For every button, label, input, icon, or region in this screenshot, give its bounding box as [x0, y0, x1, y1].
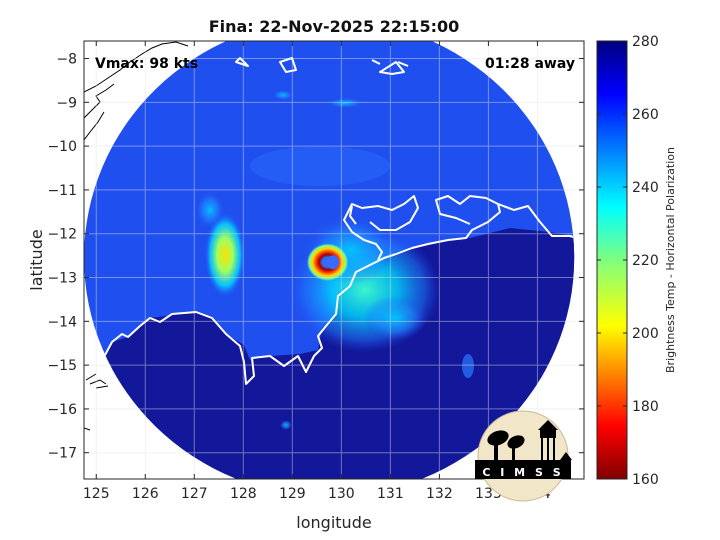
chart-title: Fina: 22-Nov-2025 22:15:00 — [209, 17, 460, 36]
cloud-cell — [273, 90, 293, 100]
x-tick-label: 125 — [83, 486, 110, 502]
y-tick-label: −8 — [56, 52, 77, 68]
x-tick-label: 128 — [230, 486, 257, 502]
eye — [327, 255, 340, 270]
x-axis-label: longitude — [296, 513, 371, 532]
y-tick-label: −17 — [47, 446, 77, 462]
colorbar-tick-label: 240 — [632, 180, 659, 196]
y-tick-label: −14 — [47, 314, 77, 330]
cloud-cell — [363, 296, 427, 340]
brightness-swath — [84, 41, 575, 479]
colorbar-ticks: 160 180 200 220 240 260 280 — [597, 34, 659, 488]
cloud-cell — [462, 354, 474, 378]
y-axis-label: latitude — [27, 229, 46, 290]
colorbar-tick-label: 260 — [632, 107, 659, 123]
y-tick-label: −16 — [47, 402, 77, 418]
x-tick-label: 132 — [426, 486, 453, 502]
y-tick-label: −11 — [47, 183, 77, 199]
colorbar-tick-label: 200 — [632, 326, 659, 342]
colorbar-tick-label: 160 — [632, 472, 659, 488]
gridlines — [84, 41, 584, 479]
y-tick-label: −15 — [47, 358, 77, 374]
y-tick-label: −12 — [47, 227, 77, 243]
y-tick-label: −9 — [56, 95, 77, 111]
colorbar-tick-label: 280 — [632, 34, 659, 50]
colorbar-tick-label: 180 — [632, 399, 659, 415]
land-cold-region — [84, 228, 575, 479]
colorbar-tick-label: 220 — [632, 253, 659, 269]
colorbar: 160 180 200 220 240 260 280 Brightness Temp - … — [596, 34, 677, 488]
colorbar-label: Brightness Temp - Horizontal Polarizatio… — [664, 147, 677, 373]
coastline-outside — [84, 41, 189, 431]
x-tick-label: 131 — [377, 486, 404, 502]
axes-box — [83, 40, 585, 480]
x-tick-label: 127 — [181, 486, 208, 502]
cloud-cell — [196, 192, 224, 228]
x-tick-label: 129 — [279, 486, 306, 502]
cloud-cell — [280, 420, 292, 430]
cloud-cell — [250, 146, 390, 186]
vmax-annotation: Vmax: 98 kts — [95, 56, 198, 72]
y-axis-ticks: −8 −9 −10 −11 −12 −13 −14 −15 −16 −17 — [47, 52, 584, 462]
cloud-cell — [327, 98, 363, 108]
colorbar-gradient — [596, 40, 628, 480]
rainband-west — [205, 213, 245, 297]
x-tick-label: 130 — [328, 486, 355, 502]
y-tick-label: −10 — [47, 139, 77, 155]
time-away-annotation: 01:28 away — [485, 56, 575, 72]
y-tick-label: −13 — [47, 271, 77, 287]
logo-building-icon — [475, 420, 572, 479]
x-tick-label: 126 — [132, 486, 159, 502]
plot-area: 125126127128129130131132133134 −8−9−10−1… — [47, 40, 585, 502]
cimss-logo: C I M S S — [475, 410, 572, 502]
coastline-swath — [84, 57, 575, 385]
logo-text: C I M S S — [482, 466, 563, 479]
